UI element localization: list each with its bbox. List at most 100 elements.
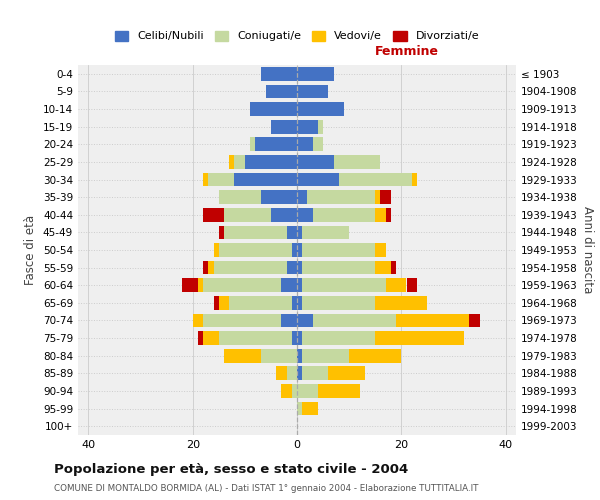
- Bar: [219, 296, 229, 310]
- Bar: [469, 314, 479, 328]
- Bar: [297, 67, 334, 80]
- Y-axis label: Anni di nascita: Anni di nascita: [581, 206, 594, 294]
- Bar: [224, 349, 260, 362]
- Bar: [219, 226, 224, 239]
- Bar: [203, 331, 219, 345]
- Bar: [375, 260, 391, 274]
- Bar: [386, 278, 407, 292]
- Bar: [281, 314, 297, 328]
- Bar: [260, 190, 297, 204]
- Bar: [287, 226, 297, 239]
- Bar: [219, 243, 292, 257]
- Bar: [224, 226, 287, 239]
- Bar: [235, 172, 297, 186]
- Text: COMUNE DI MONTALDO BORMIDA (AL) - Dati ISTAT 1° gennaio 2004 - Elaborazione TUTT: COMUNE DI MONTALDO BORMIDA (AL) - Dati I…: [54, 484, 479, 493]
- Bar: [229, 155, 235, 169]
- Bar: [302, 349, 349, 362]
- Bar: [396, 314, 469, 328]
- Bar: [266, 84, 297, 98]
- Bar: [214, 260, 287, 274]
- Bar: [214, 296, 219, 310]
- Bar: [313, 208, 375, 222]
- Bar: [297, 349, 302, 362]
- Bar: [250, 138, 255, 151]
- Bar: [297, 296, 302, 310]
- Bar: [287, 366, 297, 380]
- Bar: [313, 314, 396, 328]
- Bar: [375, 243, 386, 257]
- Bar: [297, 155, 334, 169]
- Bar: [407, 278, 417, 292]
- Bar: [281, 278, 297, 292]
- Bar: [292, 243, 297, 257]
- Bar: [208, 172, 235, 186]
- Bar: [334, 155, 380, 169]
- Bar: [250, 102, 297, 116]
- Bar: [276, 366, 287, 380]
- Bar: [203, 172, 208, 186]
- Bar: [219, 190, 260, 204]
- Bar: [297, 208, 313, 222]
- Bar: [307, 190, 375, 204]
- Bar: [380, 190, 391, 204]
- Bar: [302, 366, 328, 380]
- Bar: [245, 155, 297, 169]
- Bar: [297, 172, 339, 186]
- Text: Femmine: Femmine: [374, 44, 439, 58]
- Bar: [297, 331, 302, 345]
- Bar: [292, 296, 297, 310]
- Bar: [203, 260, 208, 274]
- Bar: [229, 296, 292, 310]
- Bar: [313, 138, 323, 151]
- Text: Popolazione per età, sesso e stato civile - 2004: Popolazione per età, sesso e stato civil…: [54, 462, 408, 475]
- Bar: [260, 349, 297, 362]
- Bar: [224, 208, 271, 222]
- Bar: [182, 278, 198, 292]
- Bar: [386, 208, 391, 222]
- Bar: [260, 67, 297, 80]
- Bar: [203, 208, 224, 222]
- Bar: [302, 226, 349, 239]
- Bar: [297, 243, 302, 257]
- Bar: [297, 314, 313, 328]
- Bar: [302, 243, 375, 257]
- Bar: [328, 366, 365, 380]
- Y-axis label: Fasce di età: Fasce di età: [25, 215, 37, 285]
- Bar: [297, 366, 302, 380]
- Bar: [302, 331, 375, 345]
- Bar: [271, 120, 297, 134]
- Bar: [203, 278, 281, 292]
- Bar: [219, 331, 292, 345]
- Bar: [271, 208, 297, 222]
- Bar: [302, 278, 386, 292]
- Bar: [203, 314, 281, 328]
- Bar: [297, 84, 328, 98]
- Bar: [198, 278, 203, 292]
- Bar: [193, 314, 203, 328]
- Bar: [297, 226, 302, 239]
- Legend: Celibi/Nubili, Coniugati/e, Vedovi/e, Divorziati/e: Celibi/Nubili, Coniugati/e, Vedovi/e, Di…: [110, 26, 484, 46]
- Bar: [297, 278, 302, 292]
- Bar: [255, 138, 297, 151]
- Bar: [281, 384, 292, 398]
- Bar: [292, 384, 297, 398]
- Bar: [297, 102, 344, 116]
- Bar: [214, 243, 219, 257]
- Bar: [302, 260, 375, 274]
- Bar: [302, 296, 375, 310]
- Bar: [349, 349, 401, 362]
- Bar: [287, 260, 297, 274]
- Bar: [302, 402, 318, 415]
- Bar: [297, 138, 313, 151]
- Bar: [297, 190, 307, 204]
- Bar: [235, 155, 245, 169]
- Bar: [375, 296, 427, 310]
- Bar: [375, 208, 386, 222]
- Bar: [339, 172, 412, 186]
- Bar: [391, 260, 396, 274]
- Bar: [318, 120, 323, 134]
- Bar: [297, 384, 318, 398]
- Bar: [318, 384, 359, 398]
- Bar: [297, 260, 302, 274]
- Bar: [198, 331, 203, 345]
